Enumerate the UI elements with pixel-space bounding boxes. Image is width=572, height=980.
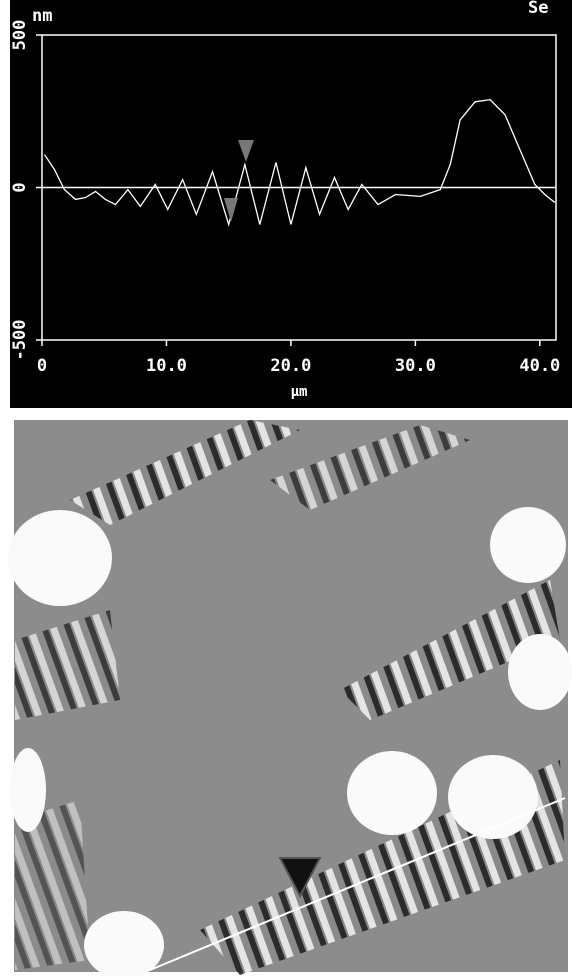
- profile-panel: [10, 0, 572, 408]
- cursor-marker: [278, 857, 322, 899]
- cursor-marker: [224, 198, 238, 222]
- y-tick-label: 0: [10, 182, 30, 192]
- profile-line: [43, 98, 556, 227]
- title-fragment: Se: [528, 0, 548, 18]
- fringe-band: [340, 580, 560, 720]
- particle: [8, 510, 112, 606]
- fringe-band: [270, 425, 470, 510]
- particle: [448, 755, 538, 839]
- x-tick-label: 20.0: [270, 356, 311, 376]
- profile-line: [149, 797, 566, 971]
- x-tick-label: 0: [37, 356, 47, 376]
- x-tick-label: 30.0: [395, 356, 436, 376]
- fringe-band: [70, 420, 300, 525]
- x-tick-label: 10.0: [146, 356, 187, 376]
- cursor-marker: [238, 140, 254, 162]
- x-tick-label: 40.0: [519, 356, 560, 376]
- particle: [10, 748, 46, 832]
- x-unit: μm: [291, 384, 308, 400]
- y-tick-label: 500: [10, 20, 30, 51]
- y-tick-label: -500: [10, 320, 30, 361]
- particle: [490, 507, 566, 583]
- particle: [508, 634, 572, 710]
- particle: [347, 751, 437, 835]
- fringe-band: [15, 800, 90, 970]
- afm-image: [8, 416, 572, 979]
- y-unit: nm: [32, 6, 52, 26]
- fringe-band: [15, 610, 120, 720]
- profile-plot: -500 0 500 0 10.0 20.0 30.0 40.0: [10, 20, 560, 376]
- particle: [84, 911, 164, 979]
